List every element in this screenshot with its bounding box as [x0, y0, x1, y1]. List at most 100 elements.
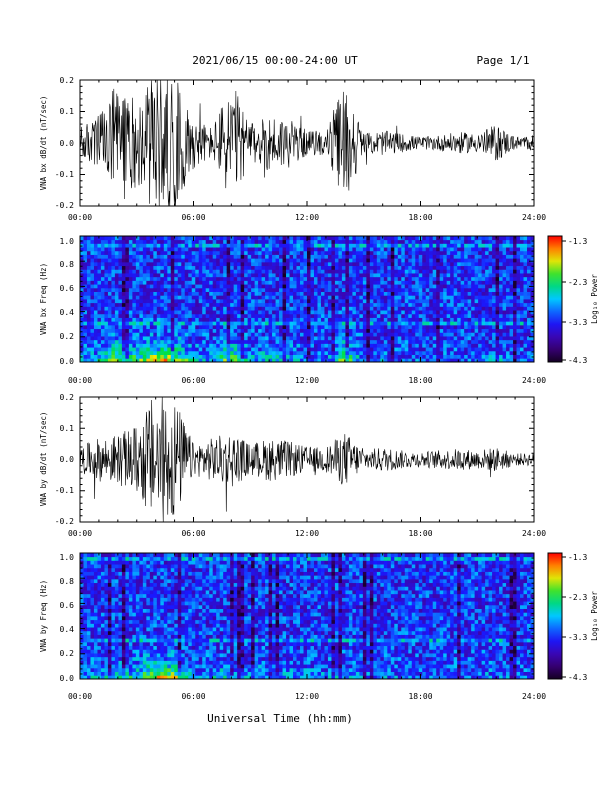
spectrogram-cell	[383, 299, 388, 304]
spectrogram-cell	[198, 258, 203, 263]
spectrogram-cell	[485, 299, 489, 304]
spectrogram-cell	[230, 284, 235, 289]
spectrogram-cell	[348, 287, 353, 292]
spectrogram-cell	[293, 306, 297, 311]
spectrogram-cell	[450, 332, 455, 337]
spectrogram-cell	[300, 284, 304, 289]
spectrogram-cell	[300, 295, 304, 300]
spectrogram-cell	[212, 328, 217, 333]
spectrogram-cell	[355, 273, 360, 278]
spectrogram-cell	[404, 258, 409, 263]
spectrogram-cell	[118, 571, 123, 576]
spectrogram-cell	[352, 339, 357, 344]
spectrogram-cell	[111, 612, 116, 617]
spectrogram-cell	[485, 247, 489, 252]
spectrogram-cell	[376, 354, 381, 359]
spectrogram-cell	[114, 336, 119, 341]
spectrogram-cell	[128, 664, 133, 669]
spectrogram-cell	[432, 317, 437, 322]
spectrogram-cell	[223, 339, 228, 344]
spectrogram-cell	[205, 306, 210, 311]
spectrogram-cell	[380, 239, 385, 244]
spectrogram-cell	[282, 306, 287, 311]
spectrogram-cell	[174, 328, 179, 333]
spectrogram-cell	[125, 239, 130, 244]
spectrogram-cell	[167, 310, 172, 315]
spectrogram-cell	[303, 324, 308, 330]
spectrogram-cell	[492, 358, 496, 363]
spectrogram-cell	[471, 258, 476, 263]
spectrogram-cell	[338, 250, 343, 255]
spectrogram-cell	[80, 258, 84, 263]
spectrogram-cell	[90, 578, 95, 584]
spectrogram-cell	[240, 236, 245, 241]
spectrogram-cell	[247, 284, 252, 289]
spectrogram-cell	[453, 317, 458, 322]
by-waveform-ylabel: VNA by dB/dt (nT/sec)	[39, 412, 48, 507]
spectrogram-cell	[216, 243, 221, 248]
spectrogram-cell	[502, 250, 507, 255]
spectrogram-cell	[408, 239, 413, 244]
spectrogram-cell	[286, 343, 290, 348]
spectrogram-cell	[254, 350, 259, 355]
spectrogram-cell	[191, 336, 196, 341]
spectrogram-cell	[422, 276, 427, 281]
spectrogram-cell	[516, 280, 521, 285]
spectrogram-cell	[485, 239, 489, 244]
spectrogram-cell	[118, 284, 123, 289]
spectrogram-cell	[80, 553, 84, 558]
spectrogram-cell	[286, 321, 290, 326]
spectrogram-cell	[397, 265, 402, 270]
spectrogram-cell	[506, 284, 510, 289]
spectrogram-cell	[90, 269, 95, 274]
spectrogram-cell	[219, 265, 224, 270]
spectrogram-cell	[383, 254, 388, 259]
spectrogram-cell	[83, 590, 88, 595]
spectrogram-cell	[457, 306, 462, 311]
spectrogram-cell	[114, 601, 119, 606]
spectrogram-cell	[457, 295, 462, 300]
spectrogram-cell	[289, 350, 294, 355]
spectrogram-cell	[104, 313, 109, 318]
spectrogram-cell	[163, 358, 168, 363]
spectrogram-cell	[516, 247, 521, 252]
spectrogram-cell	[432, 273, 437, 278]
spectrogram-cell	[125, 317, 130, 322]
spectrogram-cell	[272, 273, 276, 278]
spectrogram-cell	[97, 667, 102, 672]
spectrogram-cell	[128, 273, 133, 278]
spectrogram-cell	[373, 358, 378, 363]
spectrogram-cell	[272, 236, 276, 241]
spectrogram-cell	[404, 291, 409, 296]
spectrogram-cell	[464, 299, 469, 304]
spectrogram-cell	[401, 239, 406, 244]
spectrogram-cell	[128, 564, 133, 569]
spectrogram-cell	[83, 645, 88, 650]
spectrogram-cell	[97, 656, 102, 661]
spectrogram-cell	[128, 350, 133, 355]
by-ytick-label: 0.0	[60, 455, 75, 464]
spectrogram-cell	[128, 324, 133, 330]
spectrogram-cell	[509, 332, 514, 337]
spectrogram-cell	[394, 354, 399, 359]
spectrogram-cell	[327, 339, 332, 344]
spectrogram-cell	[516, 276, 521, 281]
spectrogram-cell	[481, 276, 486, 281]
spectrogram-cell	[114, 638, 119, 643]
spectrogram-cell	[506, 299, 510, 304]
spectrogram-cell	[160, 273, 165, 278]
spectrogram-cell	[527, 250, 531, 255]
spectrogram-cell	[376, 247, 381, 252]
spectrogram-cell	[111, 254, 116, 259]
spectrogram-cell	[383, 347, 388, 352]
spectrogram-cell	[121, 634, 126, 639]
spectrogram-cell	[230, 287, 235, 292]
spectrogram-cell	[198, 284, 203, 289]
spectrogram-cell	[111, 250, 116, 255]
spectrogram-cell	[114, 332, 119, 337]
spectrogram-cell	[474, 336, 479, 341]
spectrogram-cell	[502, 306, 507, 311]
spectrogram-cell	[128, 310, 133, 315]
spectrogram-cell	[345, 302, 350, 307]
spectrogram-cell	[118, 578, 123, 584]
